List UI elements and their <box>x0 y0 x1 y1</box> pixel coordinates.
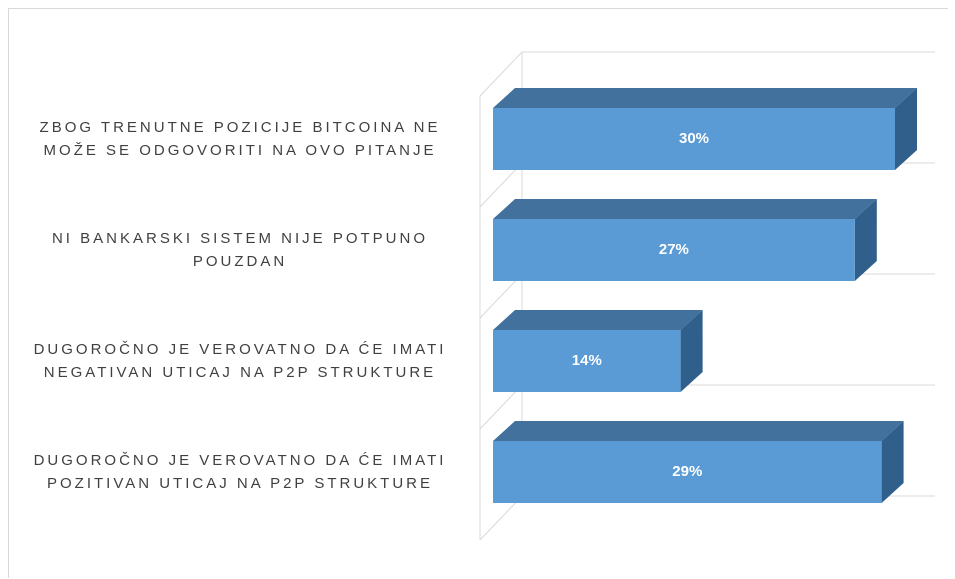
value-label: 14% <box>572 352 602 369</box>
floor-line <box>479 273 523 319</box>
value-label: 27% <box>659 241 689 258</box>
category-label: DUGOROČNO JE VEROVATNO DA ĆE IMATI POZIT… <box>33 452 447 492</box>
bar-top <box>493 199 877 219</box>
value-label: 29% <box>672 463 702 480</box>
category-label: NI BANKARSKI SISTEM NIJE POTPUNO POUZDAN <box>51 230 429 270</box>
bar <box>493 441 882 503</box>
chart-frame <box>8 8 948 578</box>
category-label: DUGOROČNO JE VEROVATNO DA ĆE IMATI NEGAT… <box>33 341 447 381</box>
bar-top <box>493 310 703 330</box>
bar-side <box>881 421 904 503</box>
floor-line <box>479 51 523 97</box>
value-label: 30% <box>679 130 709 147</box>
bar-side <box>680 310 703 392</box>
bar-side <box>854 199 877 281</box>
bar <box>493 108 895 170</box>
bar <box>493 219 855 281</box>
bar-side <box>895 88 917 170</box>
bar-top <box>493 421 904 441</box>
bar-top <box>493 88 917 108</box>
floor-line <box>479 384 523 430</box>
floor-line <box>479 495 523 541</box>
category-label: ZBOG TRENUTNE POZICIJE BITCOINA NE MOŽE … <box>39 119 441 159</box>
bar <box>493 330 681 392</box>
floor-line <box>479 162 523 208</box>
